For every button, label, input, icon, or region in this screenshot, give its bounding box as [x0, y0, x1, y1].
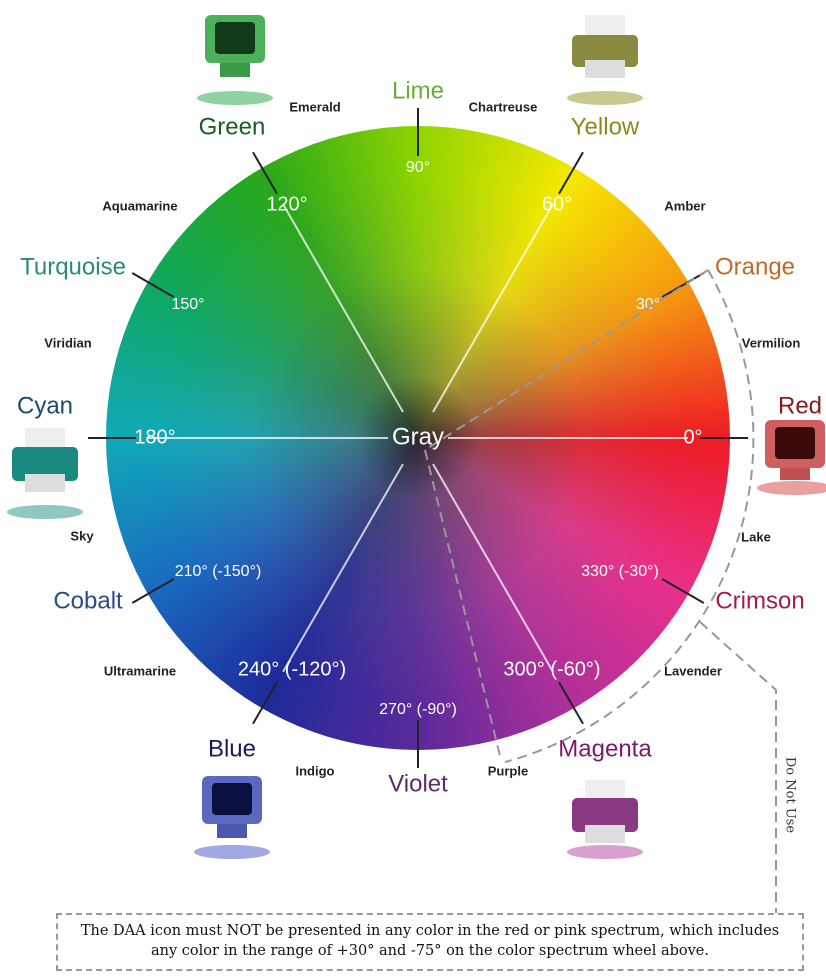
tick [253, 152, 277, 194]
degree-label: 210° (-150°) [175, 563, 262, 580]
diagram: Red Orange Yellow Lime Green Turquoise Cyan Cob… [0, 0, 826, 976]
color-name: Crimson [715, 587, 804, 614]
center-label: Gray [392, 423, 444, 450]
shade-name: Indigo [296, 763, 335, 778]
shade-name: Lavender [664, 663, 722, 678]
degree-label: 120° [266, 193, 307, 215]
spoke [433, 464, 553, 672]
color-name: Magenta [558, 735, 652, 762]
degree-label: 240° (-120°) [238, 658, 346, 680]
degree-label: 330° (-30°) [581, 563, 659, 580]
page: Red Orange Yellow Lime Green Turquoise Cyan Cob… [0, 0, 826, 976]
green-monitor [197, 15, 273, 105]
color-name: Turquoise [20, 253, 126, 280]
shade-name: Purple [488, 763, 528, 778]
tick [662, 273, 704, 297]
tick [132, 273, 174, 297]
shade-name: Chartreuse [469, 99, 538, 114]
tick [132, 579, 174, 603]
shade-name: Amber [664, 198, 705, 213]
color-name: Cyan [17, 392, 73, 419]
degree-label: 60° [542, 193, 572, 215]
exclusion-arc [505, 270, 753, 762]
tick [253, 682, 277, 724]
tick [559, 152, 583, 194]
degree-label: 180° [134, 426, 175, 448]
color-name: Orange [715, 253, 795, 280]
degree-label: 30° [636, 296, 660, 313]
spoke [433, 204, 553, 412]
color-name: Cobalt [53, 587, 123, 614]
color-name: Lime [392, 77, 444, 104]
shade-name: Viridian [44, 335, 92, 350]
yellow-printer [567, 15, 643, 105]
footer-note: The DAA icon must NOT be presented in an… [56, 913, 804, 971]
color-name: Green [199, 113, 266, 140]
degree-label: 150° [171, 296, 204, 313]
degree-label: 300° (-60°) [503, 658, 600, 680]
side-note: Do Not Use [783, 757, 798, 834]
red-monitor [757, 420, 826, 495]
degree-label: 90° [406, 159, 430, 176]
spoke [283, 204, 403, 412]
magenta-printer [567, 780, 643, 859]
cyan-printer [7, 428, 83, 519]
shade-name: Aquamarine [102, 198, 177, 213]
blue-monitor [194, 776, 270, 859]
shade-name: Sky [70, 528, 94, 543]
shade-name: Lake [741, 529, 771, 544]
tick [662, 579, 704, 603]
color-name: Blue [208, 735, 256, 762]
spoke [283, 464, 403, 672]
color-name: Violet [388, 770, 448, 797]
exclusion-line [425, 270, 708, 450]
color-name: Red [778, 392, 822, 419]
shade-name: Emerald [289, 99, 340, 114]
color-name: Yellow [571, 113, 640, 140]
degree-label: 0° [683, 426, 702, 448]
shade-name: Vermilion [742, 335, 801, 350]
shade-name: Ultramarine [104, 663, 176, 678]
tick [559, 682, 583, 724]
degree-label: 270° (-90°) [379, 701, 457, 718]
